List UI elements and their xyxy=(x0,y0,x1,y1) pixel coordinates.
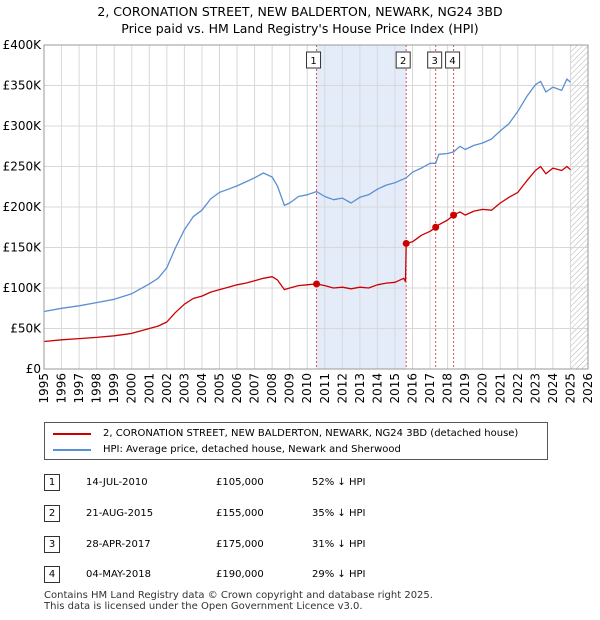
y-tick-label: £350K xyxy=(3,79,43,93)
sale-box-label: 2 xyxy=(400,56,406,67)
sale-price: £175,000 xyxy=(216,539,264,550)
x-tick-label: 2002 xyxy=(160,373,174,404)
sale-box xyxy=(306,51,322,69)
footer-line-2: This data is licensed under the Open Gov… xyxy=(44,601,363,612)
sale-date: 14-JUL-2010 xyxy=(86,477,148,488)
x-tick-label: 2010 xyxy=(300,373,314,404)
sale-number-badge: 3 xyxy=(44,536,60,553)
title-line-2: Price paid vs. HM Land Registry's House … xyxy=(121,21,479,36)
x-tick-label: 1998 xyxy=(90,373,104,404)
sale-hpi-diff: 35% ↓ HPI xyxy=(312,508,366,519)
sale-number-badge: 1 xyxy=(44,474,60,491)
x-tick-label: 1997 xyxy=(72,373,86,404)
sale-price: £105,000 xyxy=(216,477,264,488)
x-tick-label: 2012 xyxy=(335,373,349,404)
sale-hpi-diff: 31% ↓ HPI xyxy=(312,539,366,550)
x-tick-label: 1995 xyxy=(37,373,51,404)
x-tick-label: 2016 xyxy=(406,373,420,404)
x-tick-label: 2024 xyxy=(546,373,560,404)
x-tick-label: 2007 xyxy=(248,373,262,404)
legend: 2, CORONATION STREET, NEW BALDERTON, NEW… xyxy=(44,422,548,460)
x-tick-label: 2018 xyxy=(441,373,455,404)
x-tick-label: 2026 xyxy=(581,373,595,404)
sale-number-badge: 4 xyxy=(44,566,60,583)
x-tick-label: 2022 xyxy=(511,373,525,404)
x-tick-label: 2015 xyxy=(388,373,402,404)
y-tick-label: £0 xyxy=(26,362,41,376)
x-tick-label: 2006 xyxy=(230,373,244,404)
x-tick-label: 2021 xyxy=(493,373,507,404)
sale-box xyxy=(427,51,443,69)
sale-date: 04-MAY-2018 xyxy=(86,569,152,580)
plot-frame xyxy=(43,44,589,370)
x-tick-label: 2001 xyxy=(142,373,156,404)
x-tick-label: 2005 xyxy=(212,373,226,404)
sale-point xyxy=(402,239,410,247)
sale-box-label: 4 xyxy=(449,56,455,67)
sale-point xyxy=(450,211,458,219)
sale-box-label: 1 xyxy=(310,56,316,67)
x-tick-label: 2020 xyxy=(476,373,490,404)
sale-hpi-diff: 52% ↓ HPI xyxy=(312,477,366,488)
sale-hpi-diff: 29% ↓ HPI xyxy=(312,569,366,580)
legend-label-hpi: HPI: Average price, detached house, Newa… xyxy=(103,444,401,455)
sale-box-label: 3 xyxy=(431,56,437,67)
y-tick-label: £150K xyxy=(3,241,43,255)
legend-label-property: 2, CORONATION STREET, NEW BALDERTON, NEW… xyxy=(103,428,519,439)
x-tick-label: 2013 xyxy=(353,373,367,404)
x-tick-label: 2009 xyxy=(283,373,297,404)
legend-swatch-hpi xyxy=(53,449,91,451)
sale-number-badge: 2 xyxy=(44,505,60,522)
y-tick-label: £250K xyxy=(3,160,43,174)
x-tick-label: 1996 xyxy=(55,373,69,404)
title-line-1: 2, CORONATION STREET, NEW BALDERTON, NEW… xyxy=(97,4,503,19)
x-tick-label: 2004 xyxy=(195,373,209,404)
x-tick-label: 2000 xyxy=(125,373,139,404)
x-tick-label: 2008 xyxy=(265,373,279,404)
sale-box xyxy=(395,51,411,69)
y-tick-label: £100K xyxy=(3,281,43,295)
sale-date: 21-AUG-2015 xyxy=(86,508,154,519)
sale-price: £155,000 xyxy=(216,508,264,519)
y-tick-label: £300K xyxy=(3,119,43,133)
sale-point xyxy=(432,223,440,231)
x-tick-label: 2023 xyxy=(528,373,542,404)
y-tick-label: £400K xyxy=(3,38,43,52)
x-tick-label: 2025 xyxy=(563,373,577,404)
sale-point xyxy=(313,280,321,288)
y-tick-label: £200K xyxy=(3,200,43,214)
x-tick-label: 2011 xyxy=(318,373,332,404)
footer: Contains HM Land Registry data © Crown c… xyxy=(44,590,433,612)
chart-title: 2, CORONATION STREET, NEW BALDERTON, NEW… xyxy=(0,3,600,37)
x-tick-label: 2003 xyxy=(177,373,191,404)
x-tick-label: 2014 xyxy=(370,373,384,404)
footer-line-1: Contains HM Land Registry data © Crown c… xyxy=(44,590,433,601)
property-price-line xyxy=(43,165,571,343)
sale-price: £190,000 xyxy=(216,569,264,580)
sale-box xyxy=(445,51,461,69)
legend-swatch-property xyxy=(53,433,91,435)
hpi-line xyxy=(43,78,571,313)
y-tick-label: £50K xyxy=(10,322,42,336)
price-chart: 1 2 3 4 £0 £50K £100K £150K £200K £250K £300K £350… xyxy=(3,38,595,404)
x-tick-label: 2017 xyxy=(423,373,437,404)
x-tick-label: 1999 xyxy=(107,373,121,404)
x-tick-label: 2019 xyxy=(458,373,472,404)
sale-date: 28-APR-2017 xyxy=(86,539,151,550)
